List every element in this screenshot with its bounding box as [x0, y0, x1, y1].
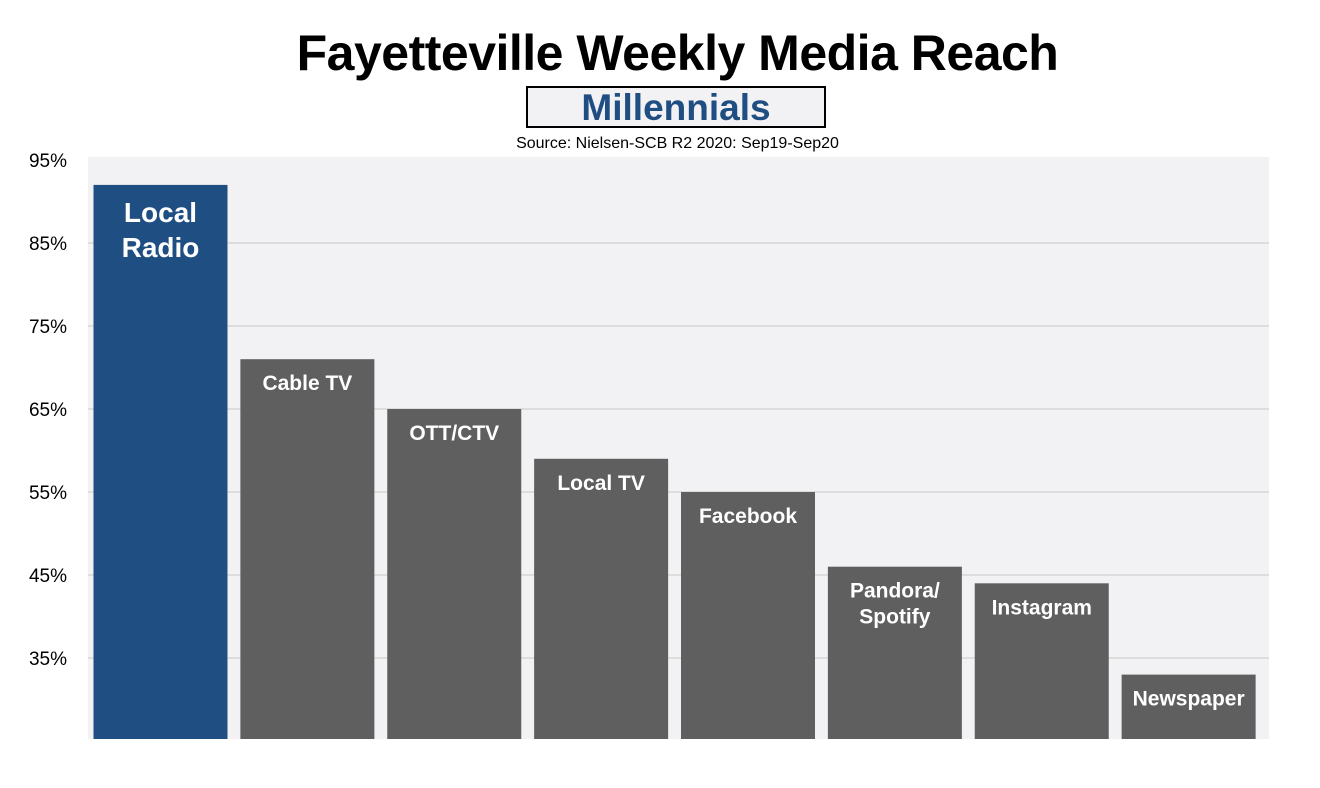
bar-label: Instagram	[992, 596, 1092, 619]
bar-label: Cable TV	[262, 372, 352, 395]
chart-subtitle: Millennials	[526, 86, 826, 128]
y-tick-label: 65%	[29, 400, 67, 421]
bar-label: Local TV	[557, 472, 645, 495]
y-tick-label: 35%	[29, 649, 67, 670]
bar-local-radio	[93, 184, 228, 739]
bar-local-tv	[534, 458, 669, 739]
y-tick-label: 55%	[29, 483, 67, 504]
bar-label: Newspaper	[1133, 688, 1245, 711]
y-tick-label: 95%	[29, 151, 67, 172]
bar-cable-tv	[240, 359, 375, 739]
bar-ott-ctv	[387, 409, 522, 739]
chart-source: Source: Nielsen-SCB R2 2020: Sep19-Sep20	[516, 135, 839, 152]
bar-labels: Local Radio Cable TV OTT/CTV Local TV Faceboo…	[122, 197, 1245, 711]
y-tick-label: 85%	[29, 234, 67, 255]
bar-label: OTT/CTV	[409, 422, 499, 445]
bar-facebook	[681, 492, 815, 739]
y-axis-ticks: 95% 85% 75% 65% 55% 45% 35%	[29, 151, 67, 670]
chart-title: Fayetteville Weekly Media Reach	[296, 25, 1059, 81]
bar-newspaper	[1121, 674, 1256, 739]
bars	[93, 184, 1256, 739]
bar-instagram	[974, 583, 1109, 739]
y-tick-label: 45%	[29, 566, 67, 587]
bar-label: Facebook	[699, 505, 797, 528]
bar-label: Pandora/Spotify	[850, 580, 940, 629]
bar-label: Local Radio	[122, 197, 200, 263]
bar-pandora-spotify	[827, 566, 962, 739]
y-tick-label: 75%	[29, 317, 67, 338]
